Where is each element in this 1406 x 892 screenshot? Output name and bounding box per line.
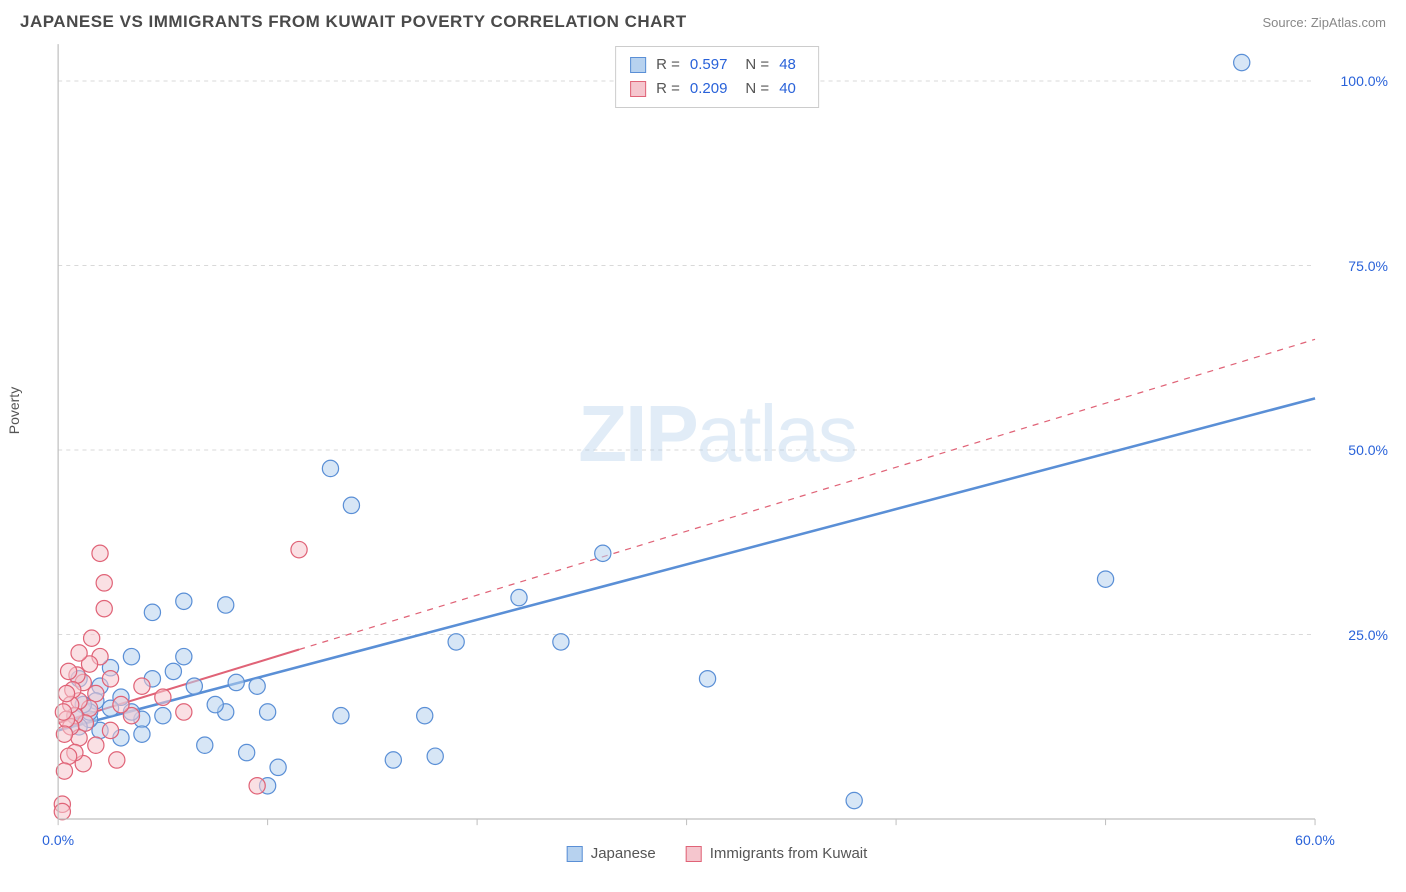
data-point	[595, 545, 611, 561]
data-point	[176, 704, 192, 720]
series-legend: Japanese Immigrants from Kuwait	[567, 845, 868, 862]
data-point	[144, 604, 160, 620]
data-point	[249, 678, 265, 694]
data-point	[113, 696, 129, 712]
data-point	[155, 689, 171, 705]
data-point	[291, 541, 307, 557]
data-point	[134, 726, 150, 742]
data-point	[176, 648, 192, 664]
data-point	[207, 696, 223, 712]
r-value: 0.597	[690, 53, 728, 77]
stats-row: R = 0.209 N = 40	[630, 77, 804, 101]
data-point	[96, 600, 112, 616]
data-point	[102, 671, 118, 687]
y-tick-label: 75.0%	[1348, 258, 1388, 274]
data-point	[228, 674, 244, 690]
data-point	[61, 748, 77, 764]
data-point	[88, 737, 104, 753]
data-point	[92, 545, 108, 561]
data-point	[1097, 571, 1113, 587]
data-point	[58, 685, 74, 701]
data-point	[343, 497, 359, 513]
n-value: 40	[779, 77, 796, 101]
legend-swatch	[686, 846, 702, 862]
data-point	[84, 630, 100, 646]
legend-label: Japanese	[591, 845, 656, 862]
trend-line-dashed	[299, 339, 1315, 649]
data-point	[176, 593, 192, 609]
chart-container: Poverty ZIPatlas R = 0.597N = 48R = 0.20…	[48, 40, 1386, 860]
data-point	[553, 634, 569, 650]
n-label: N =	[745, 53, 769, 77]
data-point	[846, 792, 862, 808]
data-point	[165, 663, 181, 679]
legend-swatch	[630, 81, 646, 97]
legend-item: Immigrants from Kuwait	[686, 845, 868, 862]
data-point	[134, 678, 150, 694]
data-point	[249, 778, 265, 794]
r-label: R =	[656, 53, 680, 77]
legend-swatch	[567, 846, 583, 862]
page-title: JAPANESE VS IMMIGRANTS FROM KUWAIT POVER…	[20, 12, 687, 32]
data-point	[427, 748, 443, 764]
data-point	[511, 589, 527, 605]
legend-label: Immigrants from Kuwait	[710, 845, 868, 862]
data-point	[218, 597, 234, 613]
data-point	[197, 737, 213, 753]
trend-line	[58, 398, 1315, 730]
n-value: 48	[779, 53, 796, 77]
data-point	[56, 763, 72, 779]
data-point	[1234, 54, 1250, 70]
data-point	[96, 575, 112, 591]
data-point	[155, 707, 171, 723]
data-point	[270, 759, 286, 775]
x-tick-label: 0.0%	[42, 832, 74, 848]
data-point	[417, 707, 433, 723]
n-label: N =	[745, 77, 769, 101]
legend-item: Japanese	[567, 845, 656, 862]
data-point	[186, 678, 202, 694]
y-tick-label: 25.0%	[1348, 627, 1388, 643]
y-axis-label: Poverty	[6, 387, 22, 434]
data-point	[61, 663, 77, 679]
data-point	[56, 726, 72, 742]
scatter-plot	[48, 40, 1386, 860]
stats-row: R = 0.597 N = 48	[630, 53, 804, 77]
data-point	[239, 744, 255, 760]
data-point	[322, 460, 338, 476]
data-point	[71, 645, 87, 661]
data-point	[109, 752, 125, 768]
r-label: R =	[656, 77, 680, 101]
data-point	[260, 704, 276, 720]
stats-legend: R = 0.597 N = 48 R = 0.209 N = 40	[615, 46, 819, 108]
data-point	[333, 707, 349, 723]
r-value: 0.209	[690, 77, 728, 101]
y-tick-label: 50.0%	[1348, 442, 1388, 458]
data-point	[102, 722, 118, 738]
data-point	[699, 671, 715, 687]
data-point	[448, 634, 464, 650]
data-point	[385, 752, 401, 768]
legend-swatch	[630, 57, 646, 73]
data-point	[54, 803, 70, 819]
source-label: Source: ZipAtlas.com	[1262, 15, 1386, 30]
data-point	[123, 648, 139, 664]
x-tick-label: 60.0%	[1295, 832, 1335, 848]
y-tick-label: 100.0%	[1341, 73, 1388, 89]
